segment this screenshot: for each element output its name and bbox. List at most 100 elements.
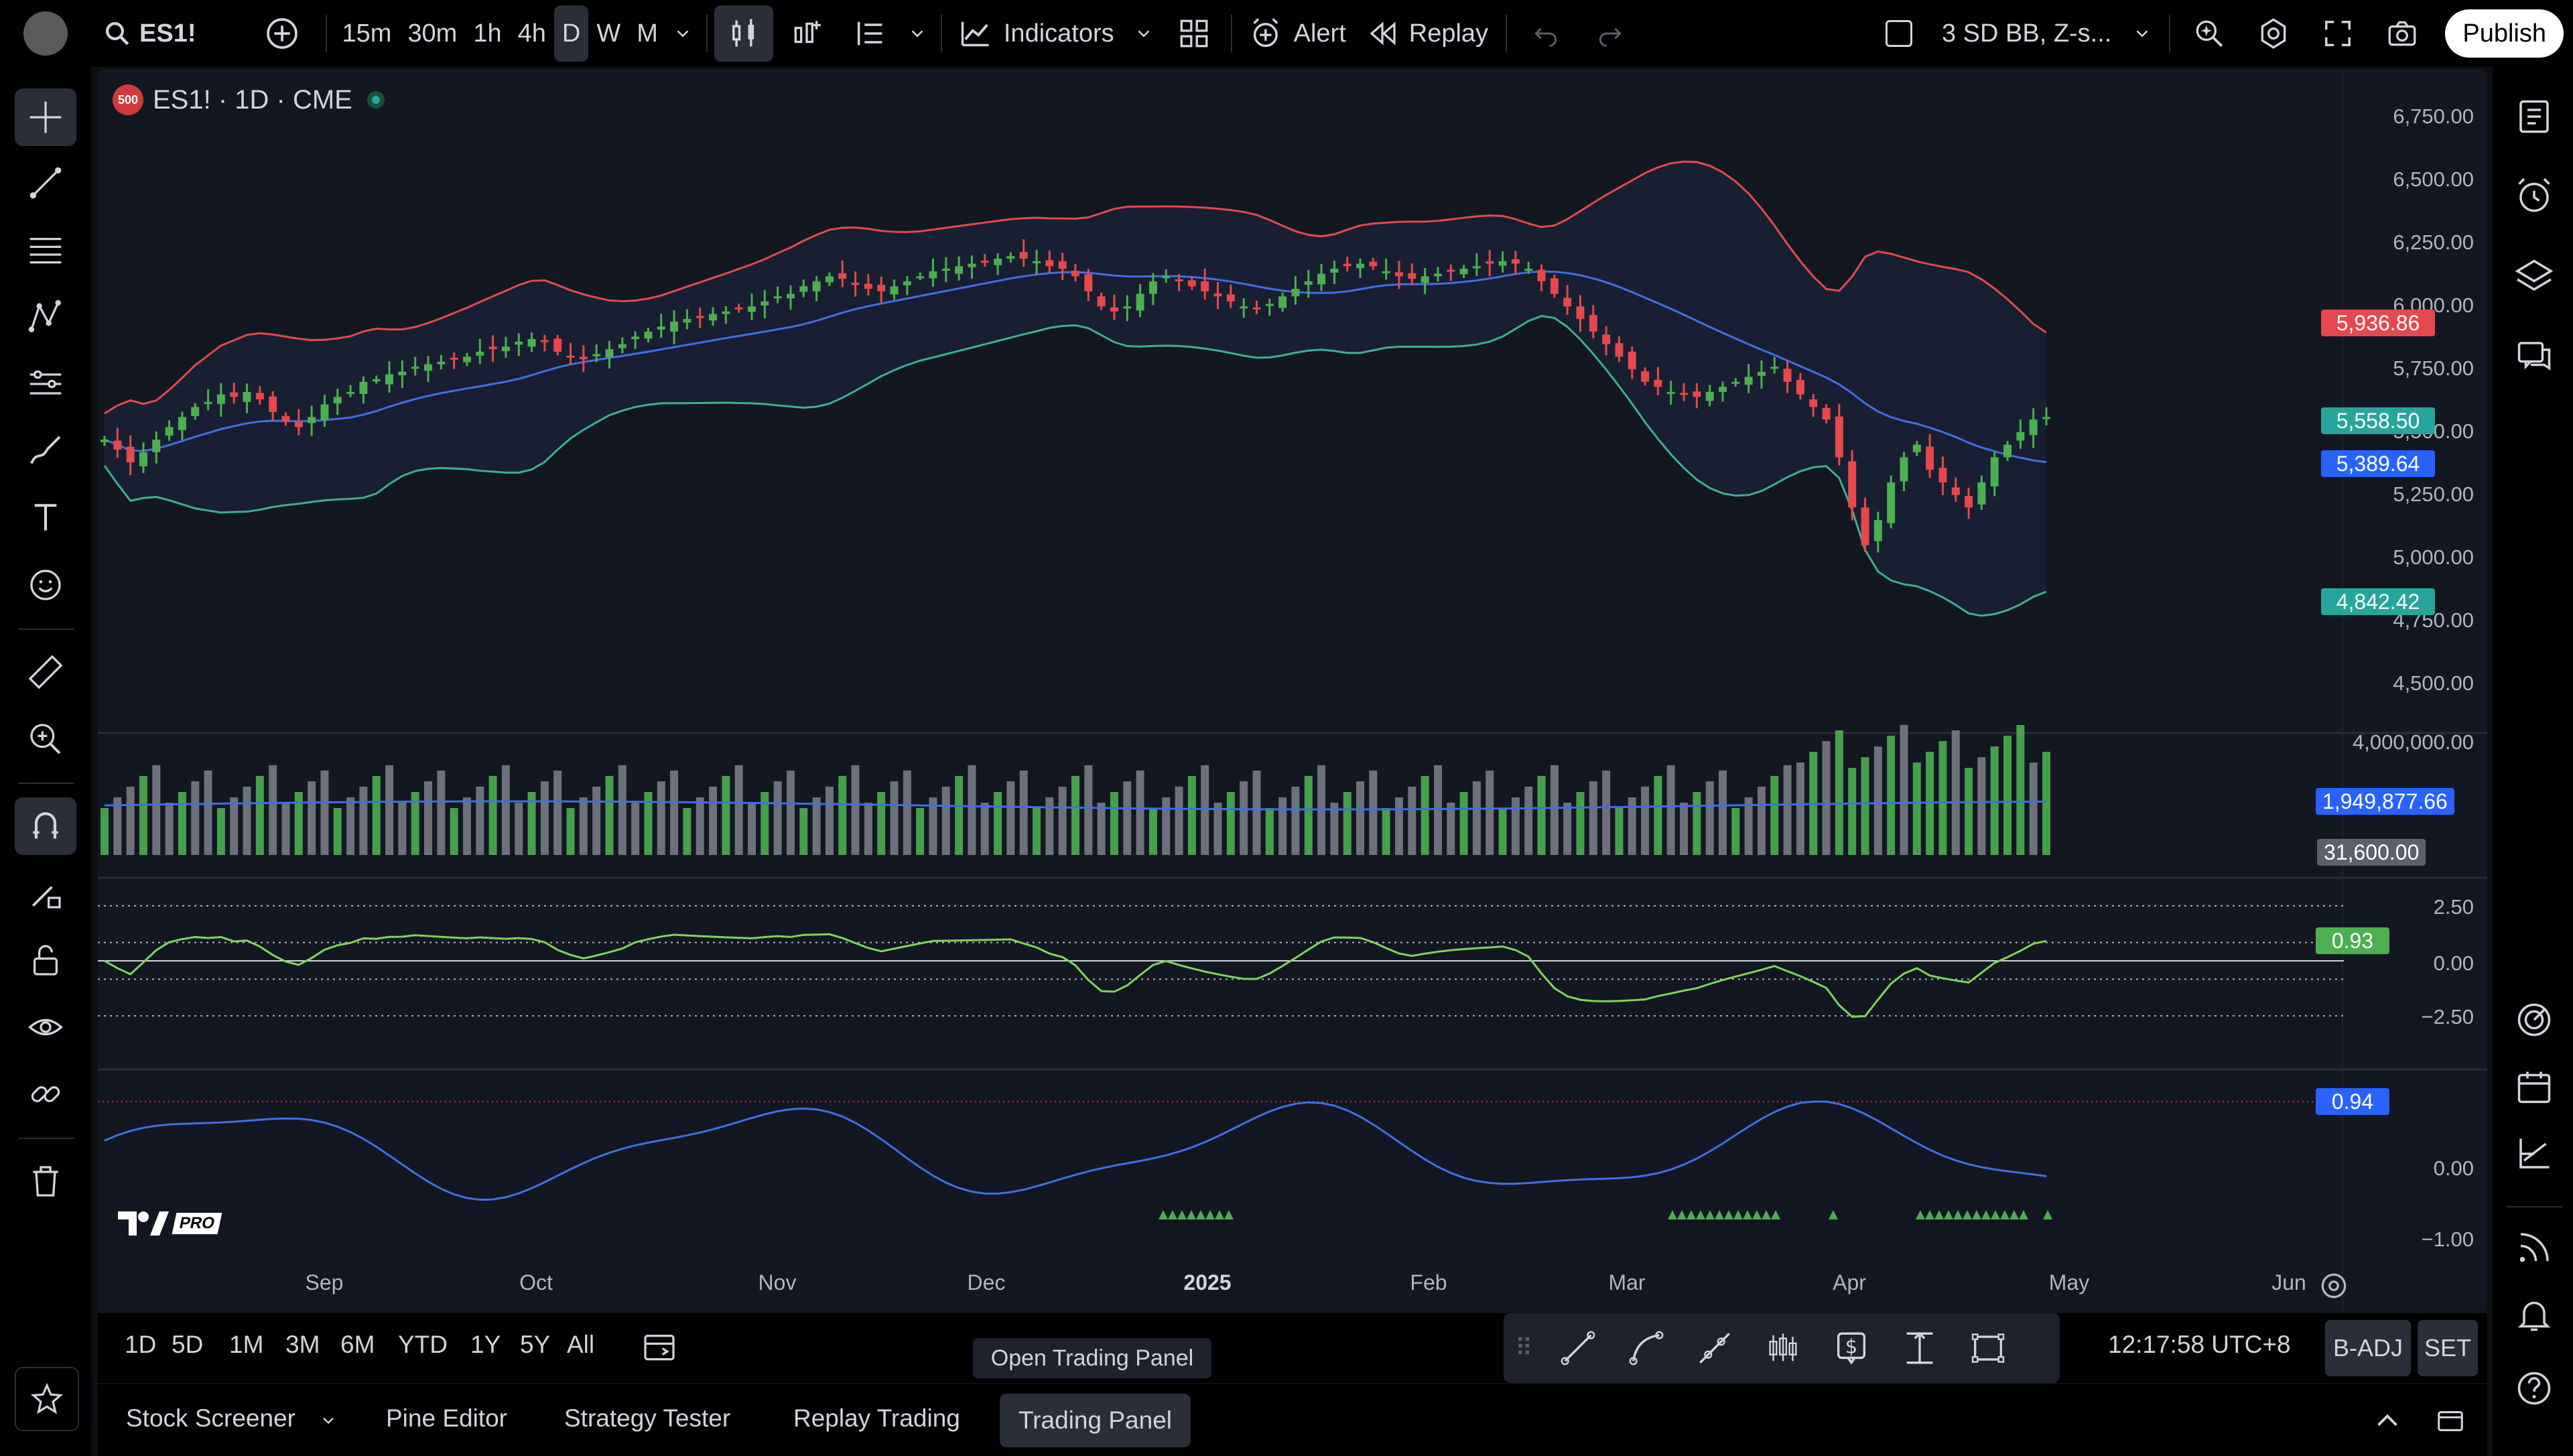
range-1m[interactable]: 1M bbox=[229, 1331, 264, 1358]
tab-pine-editor[interactable]: Pine Editor bbox=[386, 1404, 507, 1432]
timeframe-1h[interactable]: 1h bbox=[473, 19, 502, 48]
publish-button[interactable]: Publish bbox=[2445, 9, 2564, 58]
fullscreen-button[interactable] bbox=[2306, 5, 2370, 62]
chart-area[interactable]: 500 ES1! · 1D · CME 6,750.00 6,500.00 6,25… bbox=[98, 70, 2487, 1313]
settings-button[interactable] bbox=[2241, 5, 2306, 62]
timeframe-4h[interactable]: 4h bbox=[517, 19, 546, 48]
timeframe-m[interactable]: M bbox=[637, 19, 658, 48]
range-1y[interactable]: 1Y bbox=[470, 1331, 501, 1358]
zoom-tool[interactable] bbox=[15, 710, 76, 768]
magnet-tool[interactable] bbox=[15, 797, 76, 855]
remove-drawings-tool[interactable] bbox=[15, 1152, 76, 1210]
range-3m[interactable]: 3M bbox=[285, 1331, 320, 1358]
range-5y[interactable]: 5Y bbox=[520, 1331, 551, 1358]
brush-tool[interactable] bbox=[15, 422, 76, 480]
emoji-tool[interactable] bbox=[15, 556, 76, 614]
tab-strategy-tester[interactable]: Strategy Tester bbox=[564, 1404, 731, 1432]
chevron-down-icon[interactable] bbox=[319, 1411, 338, 1430]
compare-button[interactable] bbox=[245, 5, 319, 62]
help-button[interactable] bbox=[2506, 1360, 2562, 1416]
replay-button[interactable]: Replay bbox=[1357, 5, 1499, 62]
chart-canvas[interactable] bbox=[98, 70, 2487, 1313]
symbol-search-button[interactable]: ES1! bbox=[91, 5, 205, 62]
range-1d[interactable]: 1D bbox=[125, 1331, 157, 1358]
timeframe-w[interactable]: W bbox=[596, 19, 621, 48]
chevron-up-icon[interactable] bbox=[2372, 1406, 2403, 1437]
range-6m[interactable]: 6M bbox=[340, 1331, 375, 1358]
z-score-line bbox=[104, 933, 2047, 1018]
pine-button[interactable] bbox=[2506, 1126, 2562, 1182]
range-all[interactable]: All bbox=[567, 1331, 595, 1358]
layout-name-button[interactable]: 3 SD BB, Z-s... bbox=[1926, 5, 2122, 62]
quick-search-button[interactable] bbox=[2177, 5, 2241, 62]
scale-settings-icon[interactable] bbox=[2317, 1269, 2351, 1303]
range-ytd[interactable]: YTD bbox=[398, 1331, 448, 1358]
screener-button[interactable] bbox=[2506, 992, 2562, 1048]
favorites-button[interactable] bbox=[15, 1367, 79, 1431]
hide-drawings-tool[interactable] bbox=[15, 998, 76, 1056]
calendar-button[interactable] bbox=[2506, 1059, 2562, 1115]
redo-button[interactable] bbox=[1578, 5, 1642, 62]
candle-body bbox=[1265, 304, 1274, 306]
undo-button[interactable] bbox=[1514, 5, 1578, 62]
candles-tool-icon[interactable] bbox=[1764, 1329, 1802, 1368]
tab-stock-screener[interactable]: Stock Screener bbox=[126, 1404, 295, 1432]
indicators-dropdown[interactable] bbox=[1124, 5, 1164, 62]
price-label-icon[interactable]: $ bbox=[1832, 1329, 1871, 1368]
clock-label[interactable]: 12:17:58 UTC+8 bbox=[2108, 1331, 2291, 1358]
pattern-tool[interactable] bbox=[15, 288, 76, 346]
sync-drawings-tool[interactable] bbox=[15, 1065, 76, 1123]
unlock-icon bbox=[34, 945, 58, 976]
trendline-icon[interactable] bbox=[1559, 1329, 1597, 1368]
news-feed-button[interactable] bbox=[2506, 1219, 2562, 1276]
templates-button[interactable] bbox=[840, 5, 901, 62]
range-5d[interactable]: 5D bbox=[172, 1331, 204, 1358]
fib-tool[interactable] bbox=[15, 221, 76, 279]
text-icon bbox=[34, 504, 57, 531]
magnet-icon bbox=[33, 812, 58, 839]
layout-select-checkbox[interactable] bbox=[1872, 5, 1926, 62]
notifications-button[interactable] bbox=[2506, 1286, 2562, 1343]
settlement-button[interactable]: SET bbox=[2418, 1320, 2478, 1376]
layout-dropdown[interactable] bbox=[2122, 5, 2162, 62]
snapshot-button[interactable] bbox=[2370, 5, 2434, 62]
candles-button[interactable] bbox=[714, 5, 773, 62]
timeframe-15m[interactable]: 15m bbox=[342, 19, 392, 48]
candle-body bbox=[1654, 379, 1662, 387]
alerts-button[interactable] bbox=[2506, 168, 2562, 224]
redo-icon bbox=[1599, 27, 1622, 47]
templates-dropdown[interactable] bbox=[901, 5, 934, 62]
watchlist-button[interactable] bbox=[2506, 88, 2562, 145]
trendline-tool[interactable] bbox=[15, 154, 76, 212]
tab-trading-panel[interactable]: Trading Panel bbox=[1000, 1394, 1191, 1447]
alert-button[interactable]: Alert bbox=[1239, 5, 1357, 62]
crosshair-tool[interactable] bbox=[15, 88, 76, 146]
upper-band-tag: 5,936.86 bbox=[2321, 310, 2435, 336]
stay-drawing-tool[interactable] bbox=[15, 864, 76, 922]
price-range-icon[interactable] bbox=[1900, 1329, 1939, 1368]
volume-bar bbox=[398, 803, 407, 855]
tab-replay-trading[interactable]: Replay Trading bbox=[793, 1404, 960, 1432]
chart-legend[interactable]: 500 ES1! · 1D · CME bbox=[113, 84, 385, 115]
lock-drawings-tool[interactable] bbox=[15, 931, 76, 989]
bar-replay-indicator-button[interactable] bbox=[773, 5, 840, 62]
date-range-picker-button[interactable] bbox=[641, 1328, 678, 1369]
volume-bar bbox=[243, 787, 251, 855]
object-tree-button[interactable] bbox=[2506, 248, 2562, 304]
ruler-tool[interactable] bbox=[15, 643, 76, 701]
avatar[interactable] bbox=[0, 5, 91, 62]
layout-grid-button[interactable] bbox=[1164, 5, 1224, 62]
timeframe-d[interactable]: D bbox=[553, 5, 589, 62]
curve-icon[interactable] bbox=[1627, 1329, 1666, 1368]
drag-handle-icon[interactable]: ⠿ bbox=[1514, 1334, 1533, 1362]
timeframe-dropdown[interactable] bbox=[666, 5, 700, 62]
indicators-button[interactable]: Indicators bbox=[949, 5, 1124, 62]
b-adj-button[interactable]: B-ADJ bbox=[2325, 1320, 2411, 1376]
rectangle-icon[interactable] bbox=[1969, 1329, 2007, 1368]
maximize-panel-icon[interactable] bbox=[2435, 1406, 2466, 1437]
text-tool[interactable] bbox=[15, 489, 76, 547]
timeframe-30m[interactable]: 30m bbox=[407, 19, 458, 48]
ray-icon[interactable] bbox=[1695, 1329, 1734, 1368]
forecasting-tool[interactable] bbox=[15, 355, 76, 413]
chats-button[interactable] bbox=[2506, 328, 2562, 385]
